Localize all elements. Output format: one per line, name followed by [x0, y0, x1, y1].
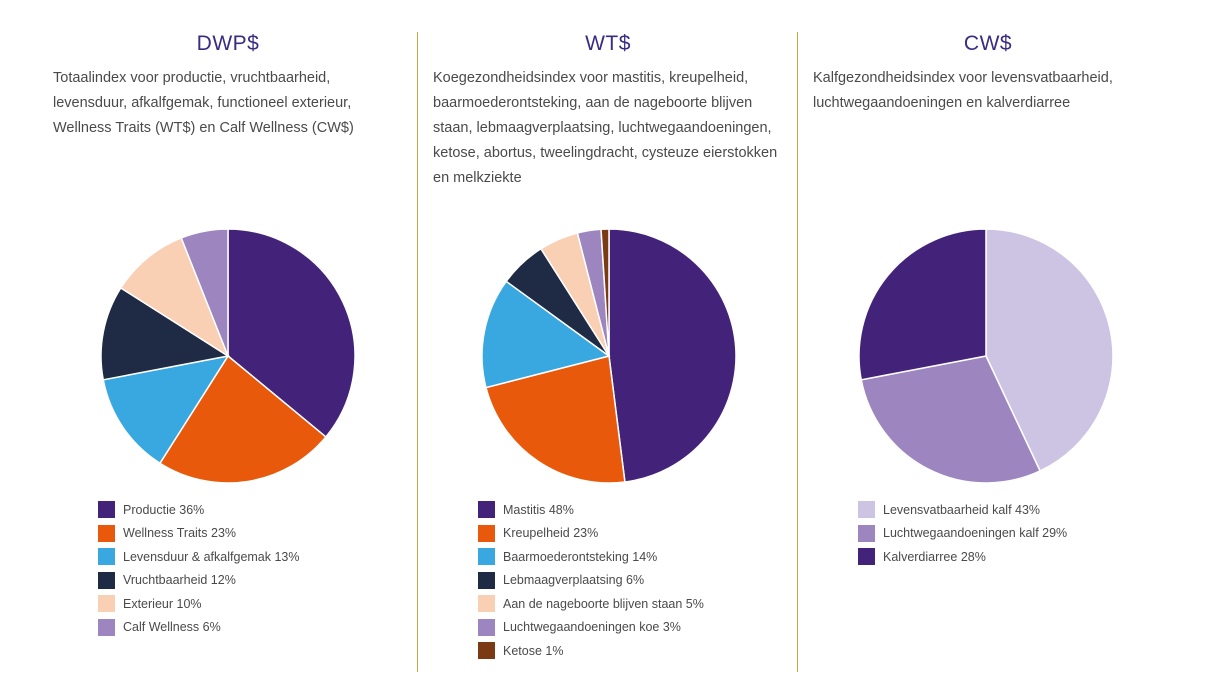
legend-label: Baarmoederontsteking 14% — [503, 549, 658, 564]
legend-cw: Levensvatbaarheid kalf 43% Luchtwegaandoe… — [858, 498, 1067, 569]
chart-title: WT$ — [585, 32, 631, 55]
chart-title: DWP$ — [196, 32, 260, 55]
legend-item: Mastitis 48% — [478, 498, 704, 522]
legend-swatch — [858, 524, 875, 542]
legend-label: Levensvatbaarheid kalf 43% — [883, 502, 1041, 517]
legend-swatch — [858, 501, 875, 519]
legend-swatch — [98, 618, 115, 636]
pie-slice-levensduur-afkalfgemak — [102, 354, 230, 465]
pie-chart-dwp — [100, 228, 356, 484]
legend-label: Mastitis 48% — [503, 502, 574, 517]
pie-slice-productie — [227, 228, 356, 439]
pie-slice-mastitis — [608, 228, 737, 483]
pie-slice-luchtwegaandoeningen-kalf — [860, 355, 1042, 484]
legend-item: Levensduur & afkalfgemak 13% — [98, 545, 300, 569]
pie-slice-levensvatbaarheid-kalf — [985, 228, 1114, 472]
legend-item: Ketose 1% — [478, 639, 704, 663]
pie-slice-baarmoederontsteking — [481, 280, 611, 389]
legend-label: Exterieur 10% — [123, 596, 202, 611]
legend-swatch — [98, 501, 115, 519]
legend-label: Kreupelheid 23% — [503, 526, 599, 541]
pie-slice-calf-wellness — [180, 228, 229, 357]
chart-description: Totaalindex voor productie, vruchtbaarhe… — [53, 70, 354, 136]
legend-swatch — [98, 571, 115, 589]
legend-swatch — [478, 642, 495, 660]
legend-label: Lebmaagverplaatsing 6% — [503, 573, 645, 588]
column-divider — [417, 32, 418, 672]
pie-slice-ketose — [600, 228, 610, 357]
legend-swatch — [478, 571, 495, 589]
legend-label: Aan de nageboorte blijven staan 5% — [503, 596, 704, 611]
legend-swatch — [98, 548, 115, 566]
legend-label: Productie 36% — [123, 502, 205, 517]
legend-item: Lebmaagverplaatsing 6% — [478, 569, 704, 593]
legend-label: Ketose 1% — [503, 643, 564, 658]
legend-swatch — [478, 595, 495, 613]
chart-panel-cw: CW$ Kalfgezondheidsindex voor levensvatb… — [798, 0, 1178, 690]
legend-item: Baarmoederontsteking 14% — [478, 545, 704, 569]
chart-panel-wt: WT$ Koegezondheidsindex voor mastitis, k… — [418, 0, 798, 690]
legend-item: Productie 36% — [98, 498, 300, 522]
column-divider — [797, 32, 798, 672]
legend-label: Luchtwegaandoeningen koe 3% — [503, 620, 681, 635]
legend-item: Wellness Traits 23% — [98, 522, 300, 546]
pie-chart-cw — [858, 228, 1114, 484]
legend-item: Exterieur 10% — [98, 592, 300, 616]
pie-slice-exterieur — [119, 236, 230, 358]
legend-swatch — [858, 548, 875, 566]
chart-description: Koegezondheidsindex voor mastitis, kreup… — [433, 70, 778, 186]
legend-item: Kalverdiarree 28% — [858, 545, 1067, 569]
legend-item: Luchtwegaandoeningen kalf 29% — [858, 522, 1067, 546]
legend-item: Calf Wellness 6% — [98, 616, 300, 640]
chart-panel-dwp: DWP$ Totaalindex voor productie, vruchtb… — [38, 0, 418, 690]
chart-title: CW$ — [963, 32, 1013, 55]
legend-swatch — [478, 618, 495, 636]
legend-item: Luchtwegaandoeningen koe 3% — [478, 616, 704, 640]
legend-swatch — [98, 524, 115, 542]
legend-swatch — [98, 595, 115, 613]
pie-slice-wellness-traits — [158, 354, 327, 484]
pie-chart-wt — [481, 228, 737, 484]
legend-label: Calf Wellness 6% — [123, 620, 221, 635]
legend-label: Wellness Traits 23% — [123, 526, 237, 541]
pie-slice-kalverdiarree — [858, 228, 987, 381]
legend-label: Kalverdiarree 28% — [883, 549, 986, 564]
legend-item: Aan de nageboorte blijven staan 5% — [478, 592, 704, 616]
pie-slice-kreupelheid — [485, 355, 626, 484]
legend-swatch — [478, 524, 495, 542]
legend-item: Levensvatbaarheid kalf 43% — [858, 498, 1067, 522]
legend-label: Luchtwegaandoeningen kalf 29% — [883, 526, 1068, 541]
legend-dwp: Productie 36% Wellness Traits 23% Levensdu… — [98, 498, 300, 639]
legend-swatch — [478, 548, 495, 566]
legend-item: Kreupelheid 23% — [478, 522, 704, 546]
legend-label: Levensduur & afkalfgemak 13% — [123, 549, 300, 564]
legend-label: Vruchtbaarheid 12% — [123, 573, 236, 588]
chart-description: Kalfgezondheidsindex voor levensvatbaarh… — [813, 70, 1113, 111]
legend-item: Vruchtbaarheid 12% — [98, 569, 300, 593]
legend-wt: Mastitis 48% Kreupelheid 23% Baarmoederont… — [478, 498, 704, 663]
legend-swatch — [478, 501, 495, 519]
pie-slice-vruchtbaarheid — [100, 286, 231, 381]
